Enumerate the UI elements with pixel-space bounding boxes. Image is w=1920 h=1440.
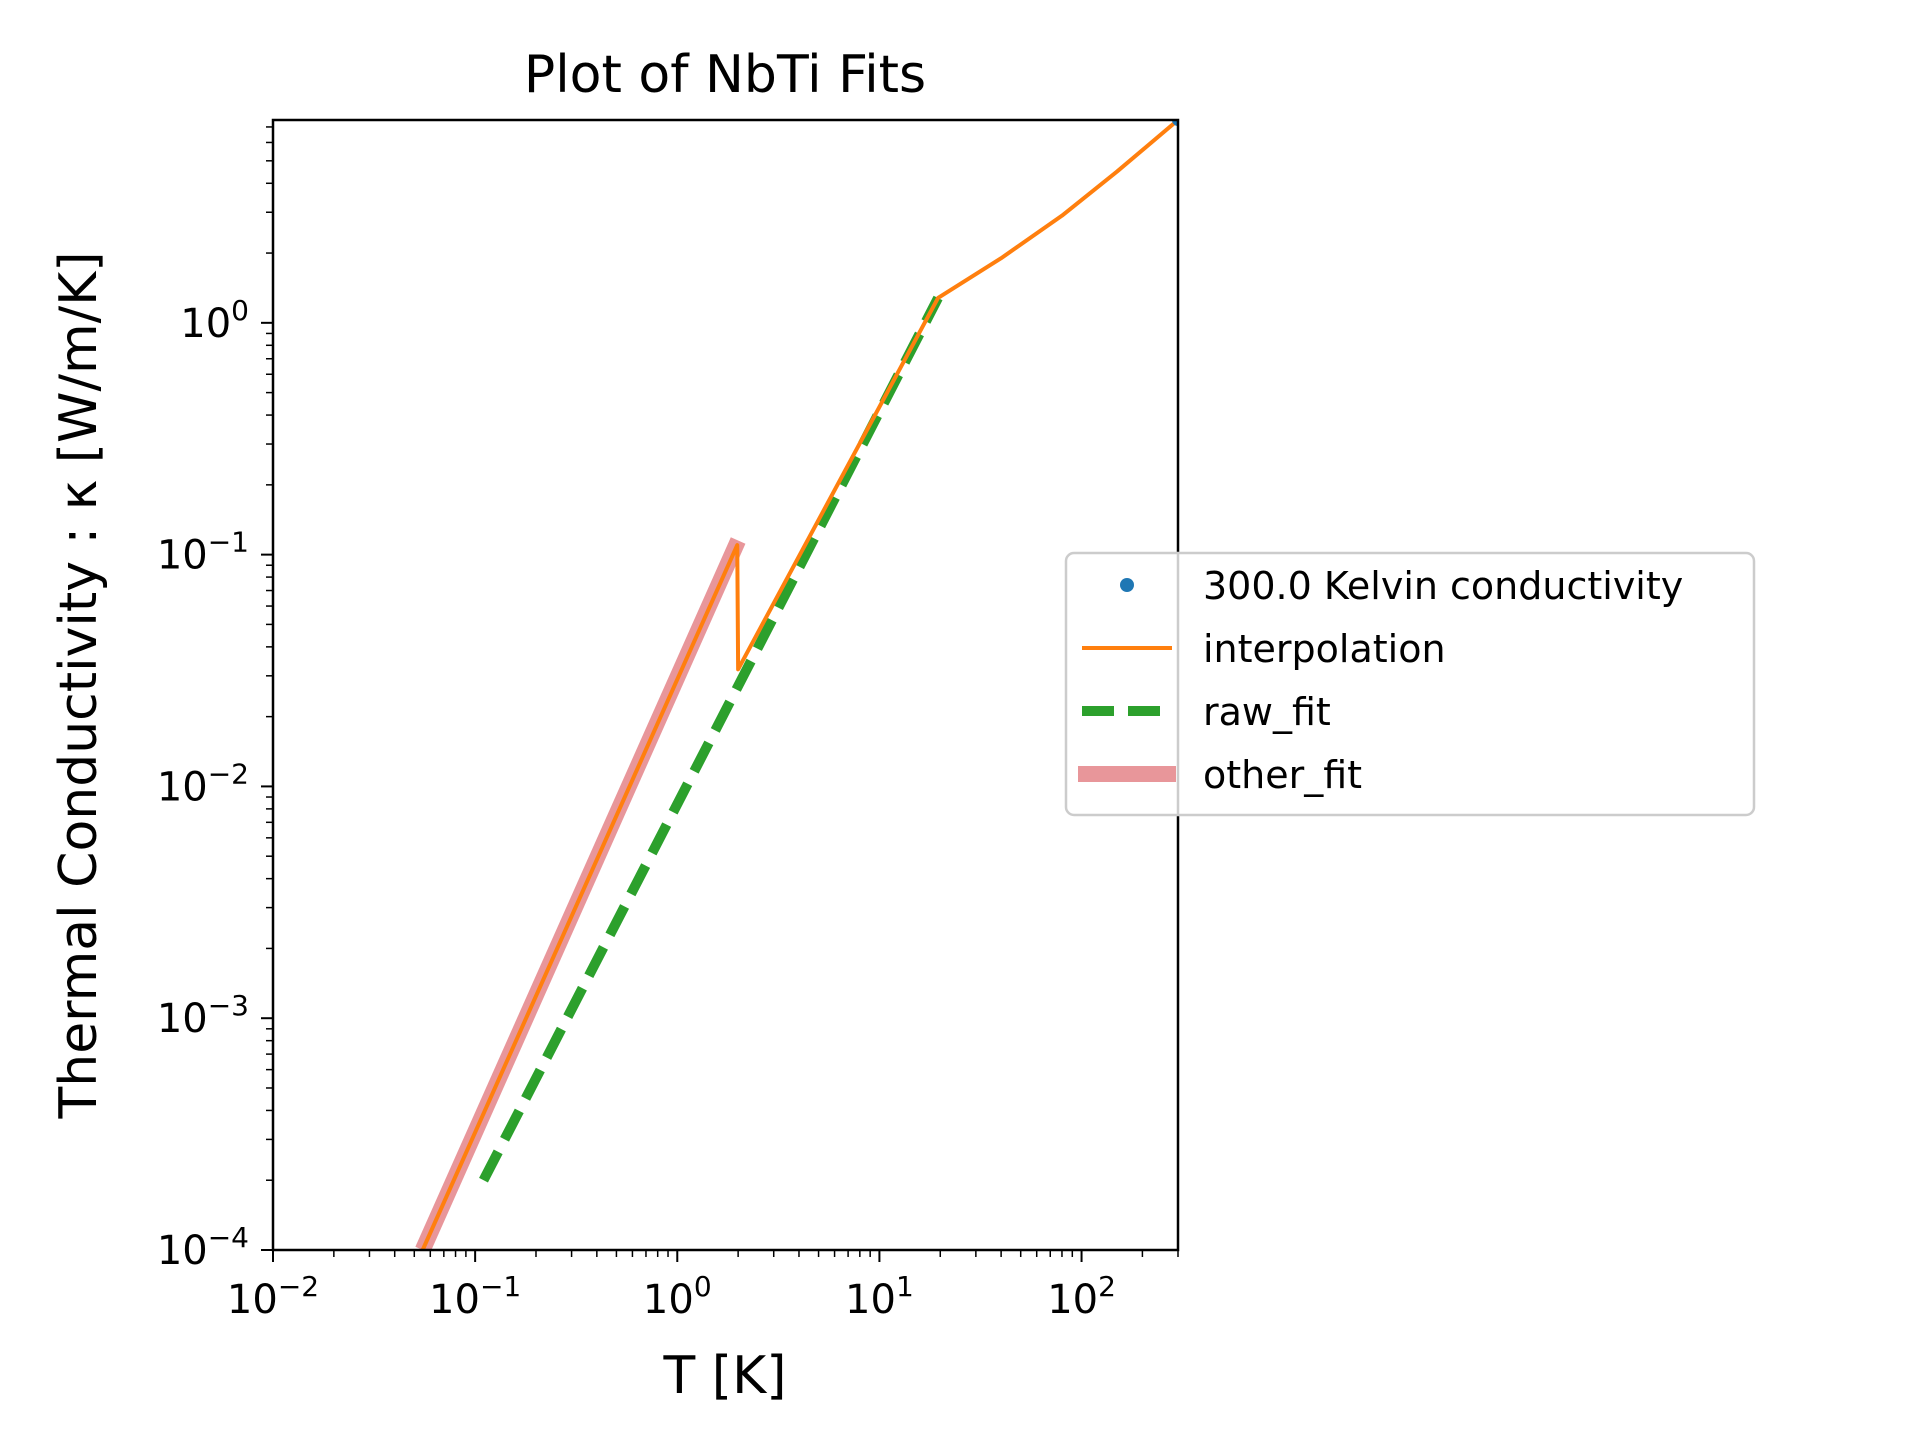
y-axis: 10−4 10−3 10−2 10−1 100	[157, 126, 273, 1274]
plot-frame	[271, 118, 1180, 1252]
legend-label-300k: 300.0 Kelvin conductivity	[1203, 564, 1683, 608]
series-interpolation	[420, 120, 1178, 1250]
x-tick-label: 10−1	[429, 1270, 521, 1323]
chart-title: Plot of NbTi Fits	[524, 45, 926, 105]
x-tick-label: 100	[643, 1270, 712, 1323]
x-tick-label: 102	[1047, 1270, 1116, 1323]
y-axis-label: Thermal Conductivity : κ [W/m/K]	[49, 251, 109, 1119]
legend: 300.0 Kelvin conductivity interpolation …	[1064, 551, 1756, 817]
x-axis: 10−2 10−1 100 101 102	[227, 1250, 1179, 1323]
series-raw-fit	[479, 295, 943, 1183]
legend-label-raw-fit: raw_fit	[1203, 690, 1331, 734]
series-300k-marker	[1172, 120, 1178, 126]
x-tick-label: 101	[845, 1270, 914, 1323]
legend-swatch-300k	[1120, 578, 1134, 592]
x-tick-label: 10−2	[227, 1270, 319, 1323]
y-tick-label: 10−4	[157, 1221, 249, 1274]
legend-label-other-fit: other_fit	[1203, 753, 1362, 797]
y-tick-label: 10−3	[157, 989, 249, 1042]
legend-label-interpolation: interpolation	[1203, 627, 1446, 671]
y-tick-label: 10−2	[157, 757, 249, 810]
series-layer	[415, 120, 1178, 1250]
x-axis-label: T [K]	[663, 1346, 787, 1406]
legend-frame	[1064, 551, 1756, 817]
y-tick-label: 10−1	[157, 526, 249, 579]
y-tick-label: 100	[180, 294, 249, 347]
